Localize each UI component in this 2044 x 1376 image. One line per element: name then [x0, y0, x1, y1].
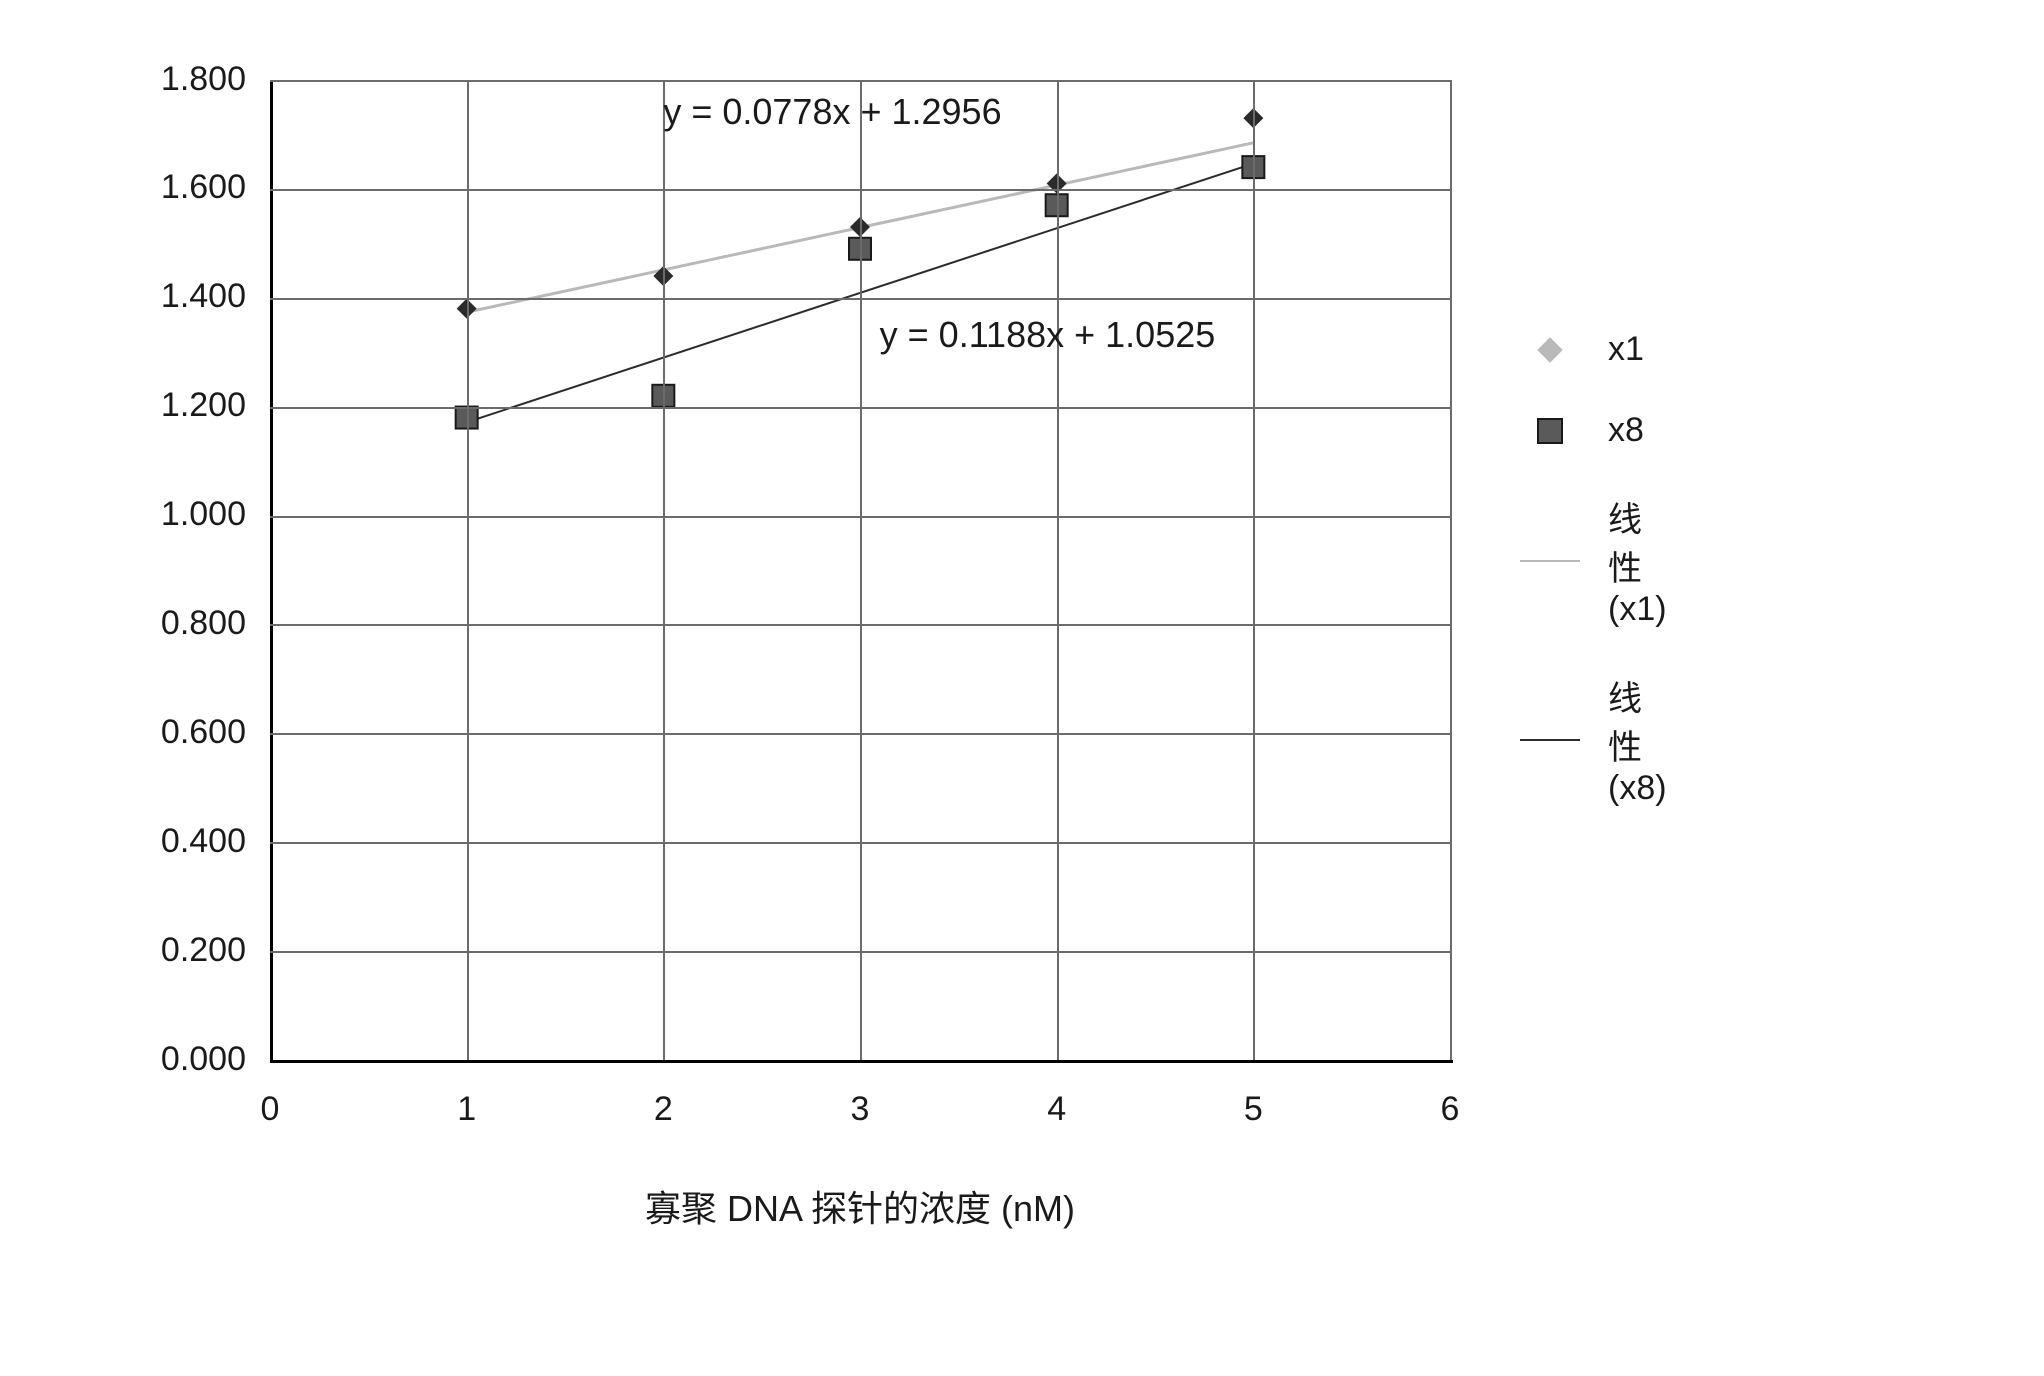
x-tick-label: 4 — [1017, 1090, 1097, 1129]
gridline-v — [1253, 80, 1255, 1060]
y-tick-label: 1.800 — [60, 60, 246, 99]
legend-swatch — [1520, 418, 1580, 444]
legend-item: 线性 (x8) — [1520, 671, 1667, 808]
gridline-v — [1450, 80, 1452, 1060]
y-tick-label: 0.600 — [60, 713, 246, 752]
y-tick-label: 0.200 — [60, 931, 246, 970]
line-icon — [1520, 560, 1580, 562]
legend-item: x8 — [1520, 411, 1667, 450]
diamond-icon — [1537, 337, 1562, 362]
legend-label: 线性 (x1) — [1608, 492, 1667, 629]
y-tick-label: 0.800 — [60, 604, 246, 643]
legend-swatch — [1520, 560, 1580, 562]
x-tick-label: 5 — [1213, 1090, 1293, 1129]
x-tick-label: 2 — [623, 1090, 703, 1129]
equation-annotation: y = 0.0778x + 1.2956 — [663, 91, 1001, 133]
y-tick-label: 1.000 — [60, 495, 246, 534]
x-tick-label: 0 — [230, 1090, 310, 1129]
square-icon — [1537, 418, 1563, 444]
x-axis-title: 寡聚 DNA 探针的浓度 (nM) — [270, 1180, 1450, 1232]
legend: x1 x8 线性 (x1) 线性 (x8) — [1520, 330, 1667, 850]
gridline-v — [860, 80, 862, 1060]
legend-item: 线性 (x1) — [1520, 492, 1667, 629]
y-tick-label: 0.000 — [60, 1040, 246, 1079]
legend-label: x8 — [1608, 411, 1644, 450]
y-tick-label: 1.200 — [60, 386, 246, 425]
legend-label: x1 — [1608, 330, 1644, 369]
y-tick-label: 0.400 — [60, 822, 246, 861]
legend-item: x1 — [1520, 330, 1667, 369]
x-tick-label: 6 — [1410, 1090, 1490, 1129]
gridline-v — [467, 80, 469, 1060]
legend-swatch — [1520, 341, 1580, 359]
y-tick-label: 1.600 — [60, 168, 246, 207]
line-icon — [1520, 739, 1580, 741]
x-tick-label: 1 — [427, 1090, 507, 1129]
legend-label: 线性 (x8) — [1608, 671, 1667, 808]
gridline-v — [663, 80, 665, 1060]
gridline-v — [1057, 80, 1059, 1060]
legend-swatch — [1520, 739, 1580, 741]
x-tick-label: 3 — [820, 1090, 900, 1129]
y-tick-label: 1.400 — [60, 277, 246, 316]
equation-annotation: y = 0.1188x + 1.0525 — [880, 314, 1216, 356]
